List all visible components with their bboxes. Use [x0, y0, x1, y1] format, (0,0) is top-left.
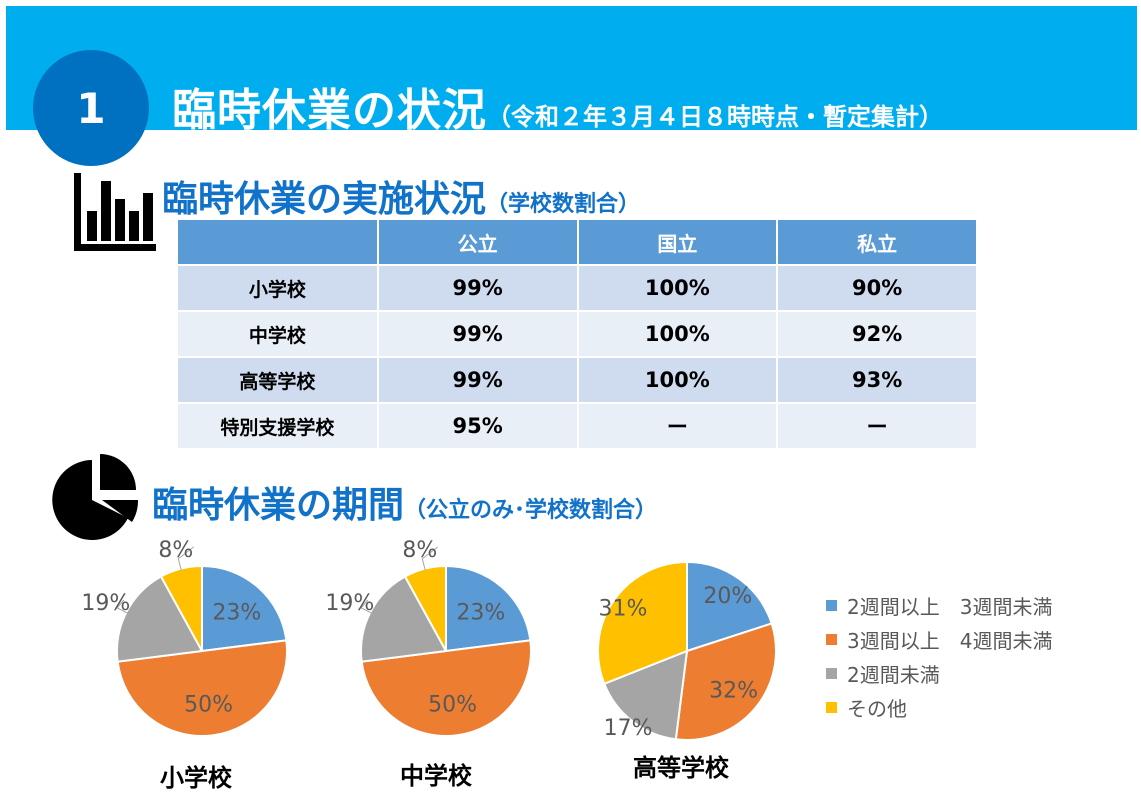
table-header-row: 公立 国立 私立: [178, 220, 978, 266]
table-cell: 92%: [777, 311, 978, 358]
pie-slice: [674, 622, 777, 741]
section-title-period-subtitle: （公立のみ･学校数割合）: [404, 498, 658, 523]
page-title: 臨時休業の状況（令和２年３月４日８時時点・暫定集計）: [172, 74, 943, 138]
legend-item: その他: [826, 690, 1052, 724]
pie-slice: [602, 649, 689, 741]
row-label: 中学校: [178, 311, 379, 358]
legend-label: 3週間以上 4週間未満: [847, 628, 1053, 653]
leader-line: [177, 546, 195, 571]
legend-item: 2週間未満: [826, 656, 1052, 690]
legend-item: 3週間以上 4週間未満: [826, 622, 1052, 656]
pie-data-label: 50%: [428, 692, 477, 717]
legend-swatch: [826, 599, 837, 611]
pie-data-label: 31%: [599, 596, 648, 621]
table-row: 小学校 99% 100% 90%: [178, 265, 978, 312]
legend-swatch: [826, 701, 837, 713]
row-label: 高等学校: [178, 357, 379, 404]
pie-slice: [597, 560, 688, 686]
leader-line: [116, 599, 129, 614]
table-cell: 100%: [577, 265, 779, 312]
table-cell: 95%: [377, 403, 579, 450]
row-label: 特別支援学校: [178, 403, 379, 450]
leader-line: [421, 546, 439, 571]
pie-data-label: 19%: [81, 591, 130, 616]
chart-legend: 2週間以上 3週間未満 3週間以上 4週間未満 2週間未満 その他: [826, 588, 1052, 724]
table-row: 中学校 99% 100% 92%: [178, 311, 978, 358]
pie-data-label: 50%: [184, 692, 233, 717]
section-number: 1: [76, 83, 106, 133]
pie-data-label: 8%: [402, 538, 437, 563]
pie-slice: [116, 639, 288, 737]
legend-swatch: [826, 667, 837, 679]
table-cell: ー: [577, 403, 779, 450]
section-title-implementation-main: 臨時休業の実施状況: [162, 179, 487, 220]
table-cell: ー: [777, 403, 978, 450]
pie-data-label: 8%: [158, 538, 193, 563]
section-title-implementation-subtitle: （学校数割合）: [486, 192, 641, 217]
header-banner: [6, 6, 1137, 130]
pie-data-label: 19%: [325, 591, 374, 616]
legend-label: その他: [847, 696, 907, 721]
section-number-badge: 1: [33, 50, 149, 166]
legend-swatch: [826, 633, 837, 645]
table-header-public: 公立: [377, 220, 579, 266]
pie-data-label: 23%: [456, 600, 505, 625]
pie-slice: [360, 639, 532, 737]
table-cell: 90%: [777, 265, 978, 312]
table-cell: 100%: [577, 311, 779, 358]
leader-line: [360, 599, 373, 614]
table-cell: 100%: [577, 357, 779, 404]
table-header-national: 国立: [577, 220, 779, 266]
bar-chart-icon: [74, 173, 156, 251]
table-cell: 93%: [777, 357, 978, 404]
pie-title-high-school: 高等学校: [633, 754, 729, 782]
pie-data-label: 17%: [604, 716, 653, 741]
table-row: 特別支援学校 95% ー ー: [178, 403, 978, 450]
page-title-main: 臨時休業の状況: [172, 85, 487, 136]
legend-item: 2週間以上 3週間未満: [826, 588, 1052, 622]
section-title-period-main: 臨時休業の期間: [152, 485, 405, 526]
pie-title-elementary: 小学校: [160, 764, 232, 792]
table-header-private: 私立: [777, 220, 978, 266]
row-label: 小学校: [178, 265, 379, 312]
table-cell: 99%: [377, 265, 579, 312]
pie-chart-icon: [52, 454, 139, 540]
legend-label: 2週間以上 3週間未満: [847, 594, 1053, 619]
implementation-table: 公立 国立 私立 小学校 99% 100% 90% 中学校 99% 100% 9…: [178, 220, 978, 450]
section-title-period: 臨時休業の期間（公立のみ･学校数割合）: [152, 476, 657, 528]
pie-data-label: 32%: [709, 679, 758, 704]
pie-slice: [201, 564, 288, 653]
table-header-blank: [178, 220, 379, 266]
legend-label: 2週間未満: [847, 662, 940, 687]
table-row: 高等学校 99% 100% 93%: [178, 357, 978, 404]
pie-data-label: 20%: [703, 584, 752, 609]
table-cell: 99%: [377, 311, 579, 358]
pie-slice: [445, 564, 532, 653]
pie-title-junior-high: 中学校: [400, 762, 472, 790]
table-cell: 99%: [377, 357, 579, 404]
pie-data-label: 23%: [212, 600, 261, 625]
section-title-implementation: 臨時休業の実施状況（学校数割合）: [162, 170, 640, 222]
pie-slice: [686, 560, 773, 653]
page-title-subtitle: （令和２年３月４日８時時点・暫定集計）: [487, 103, 943, 131]
